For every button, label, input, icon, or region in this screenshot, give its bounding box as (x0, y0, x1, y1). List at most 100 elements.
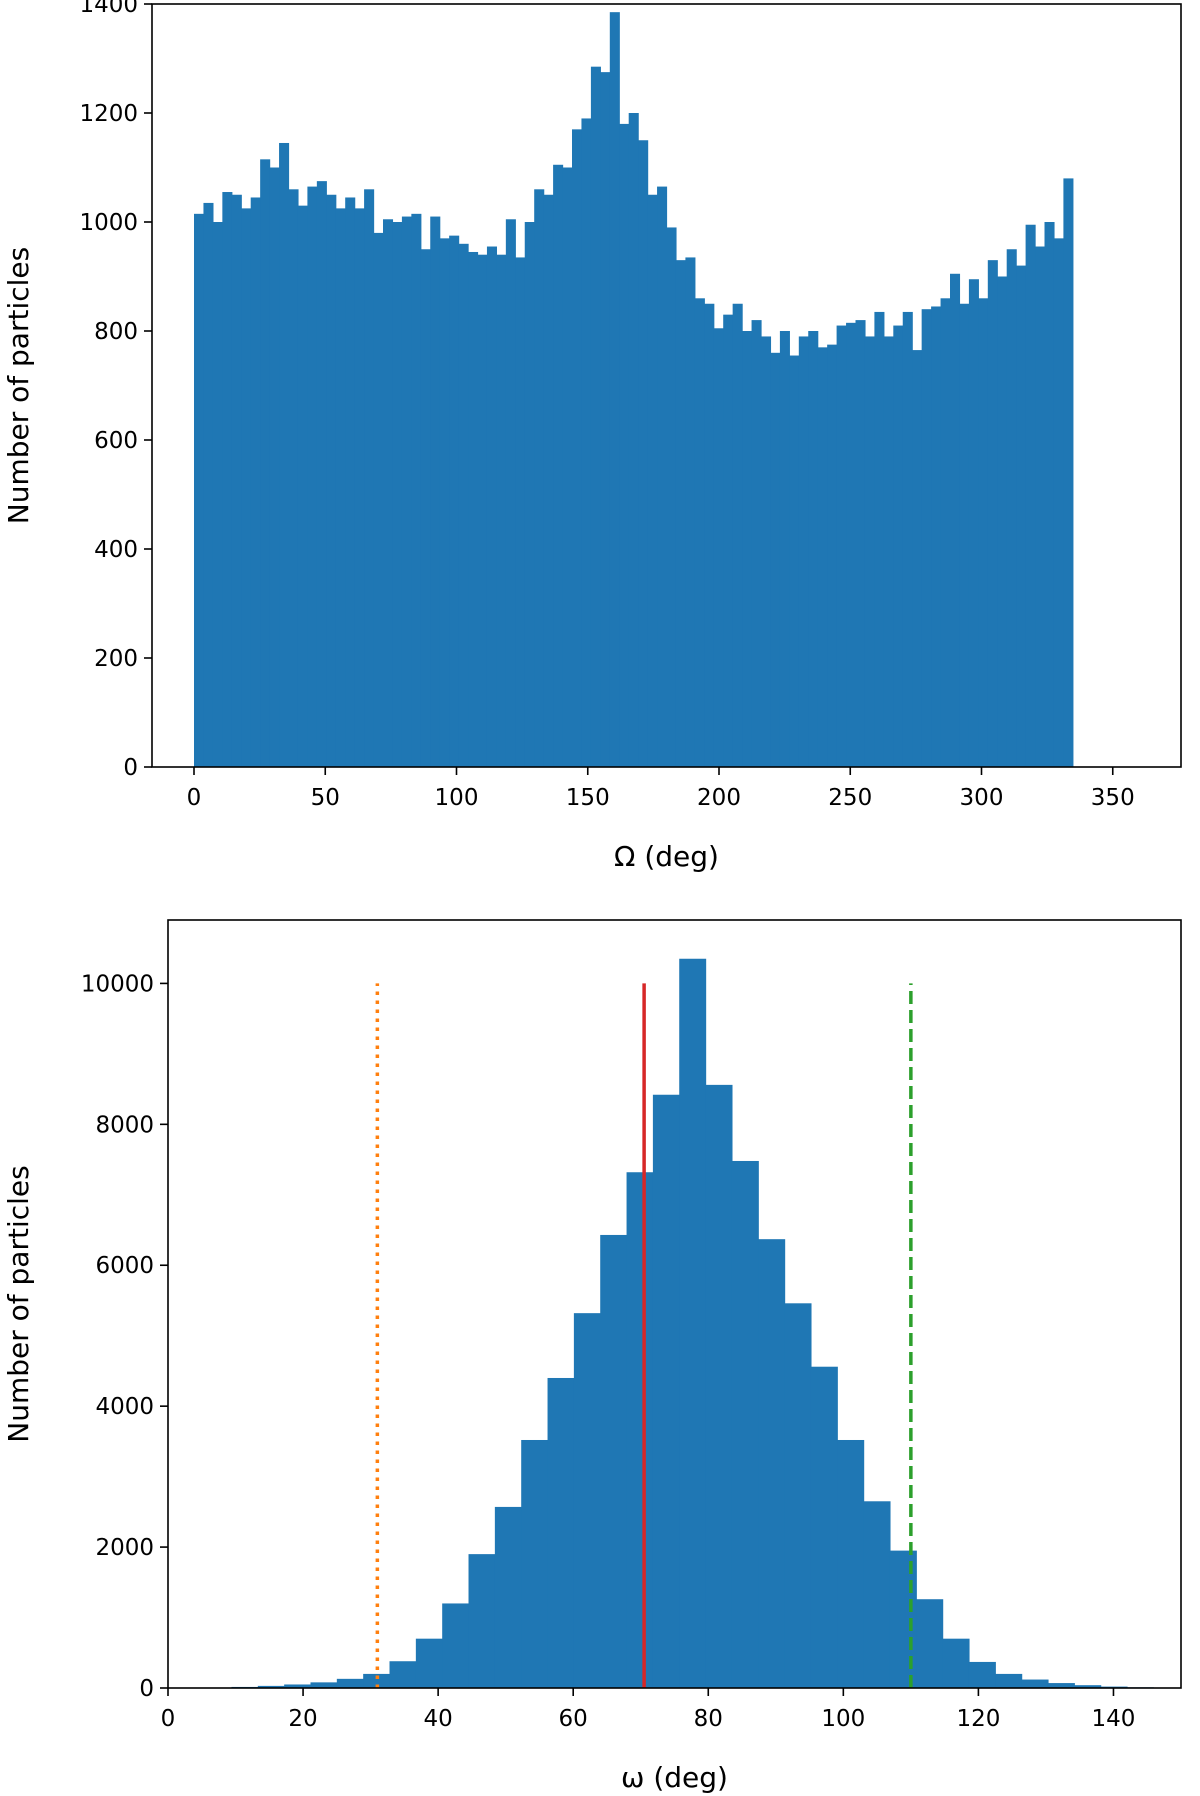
top-bar (997, 276, 1008, 767)
top-bar (297, 205, 308, 767)
top-bar (486, 246, 497, 767)
bottom-bar (389, 1661, 417, 1688)
top-bar (732, 303, 743, 767)
top-bar (761, 336, 772, 767)
bottom-axes-frame (167, 919, 1182, 1689)
top-bar (364, 189, 375, 768)
bottom-ytick-label: 10000 (81, 971, 154, 997)
bottom-xtick-label: 20 (288, 1706, 317, 1732)
top-bar (477, 254, 488, 767)
top-bar (562, 167, 573, 767)
top-xtick-label: 50 (311, 785, 340, 811)
top-bar (411, 213, 422, 767)
bottom-bar (336, 1678, 364, 1688)
top-bar (628, 113, 639, 767)
bottom-ytick-label: 8000 (95, 1112, 154, 1138)
top-bar (638, 140, 649, 767)
top-bar (685, 257, 696, 767)
top-bar (1006, 249, 1017, 767)
bottom-bar (257, 1685, 285, 1688)
bottom-xtick-label: 40 (423, 1706, 452, 1732)
bottom-bar (626, 1172, 654, 1688)
top-bar (383, 219, 394, 767)
top-bar (902, 311, 913, 767)
bottom-bar (442, 1603, 470, 1688)
bottom-bar (1047, 1683, 1075, 1688)
top-bar (288, 189, 299, 768)
top-bar (392, 222, 403, 767)
bottom-xtick-label: 80 (694, 1706, 723, 1732)
top-bar (808, 331, 819, 767)
bottom-xtick-label: 60 (559, 1706, 588, 1732)
top-bar (326, 194, 337, 767)
top-bar (316, 181, 327, 768)
bottom-bar (600, 1234, 628, 1688)
top-bar (912, 350, 923, 767)
top-bar (779, 331, 790, 767)
top-ytick-label: 0 (123, 755, 138, 781)
bottom-bar (942, 1638, 970, 1688)
top-ytick-label: 1000 (79, 210, 138, 236)
top-bar (401, 216, 412, 768)
top-bar (269, 167, 280, 767)
top-bar (675, 260, 686, 767)
top-bar (619, 123, 630, 767)
bottom-bar (573, 1313, 601, 1688)
bottom-xtick-label: 120 (956, 1706, 1000, 1732)
top-bar (742, 331, 753, 767)
bottom-ytick-label: 6000 (95, 1253, 154, 1279)
top-bar (194, 213, 205, 767)
top-bar (723, 314, 734, 767)
top-bar (373, 232, 384, 767)
top-bar (1016, 265, 1027, 767)
bottom-bars (205, 958, 1154, 1688)
top-bar (534, 189, 545, 768)
bottom-bar (916, 1599, 944, 1688)
top-bar (524, 222, 535, 767)
top-ytick-label: 1200 (79, 101, 138, 127)
top-bar (279, 142, 290, 768)
top-bar (864, 336, 875, 767)
top-bar (307, 186, 318, 767)
top-bar (1063, 178, 1074, 767)
top-bar (581, 118, 592, 767)
top-bar (987, 260, 998, 767)
bottom-bar (889, 1550, 917, 1688)
top-ytick-label: 200 (94, 646, 138, 672)
bottom-xtick-label: 0 (161, 1706, 176, 1732)
top-bar (430, 216, 441, 768)
bottom-xlabel: ω (deg) (621, 1761, 728, 1794)
top-bar (345, 197, 356, 768)
bottom-bar (758, 1239, 786, 1688)
top-ytick-label: 800 (94, 319, 138, 345)
top-bar (940, 298, 951, 767)
top-bar (931, 306, 942, 767)
top-bar (354, 208, 365, 768)
top-bar (572, 129, 583, 768)
top-xtick-label: 300 (960, 785, 1004, 811)
top-axes-frame (151, 3, 1182, 768)
top-bar (496, 254, 507, 767)
bottom-bar (731, 1160, 759, 1688)
top-bar (798, 336, 809, 767)
top-bar (978, 298, 989, 767)
top-bar (468, 251, 479, 768)
top-bar (505, 219, 516, 767)
top-ytick-label: 1400 (79, 0, 138, 18)
bottom-bar (784, 1303, 812, 1688)
top-bar (846, 322, 857, 767)
top-ytick-label: 400 (94, 537, 138, 563)
top-bar (1053, 238, 1064, 768)
bottom-bar (363, 1673, 391, 1688)
top-xtick-label: 100 (435, 785, 479, 811)
bottom-bar (547, 1377, 575, 1688)
top-bar (420, 249, 431, 767)
bottom-bar (310, 1682, 338, 1688)
bottom-bar (468, 1554, 496, 1688)
top-bar (553, 164, 564, 767)
top-bar (222, 192, 233, 767)
top-bar (231, 194, 242, 767)
bottom-bar (837, 1439, 865, 1688)
top-bar (883, 336, 894, 767)
bottom-bar (968, 1661, 996, 1688)
